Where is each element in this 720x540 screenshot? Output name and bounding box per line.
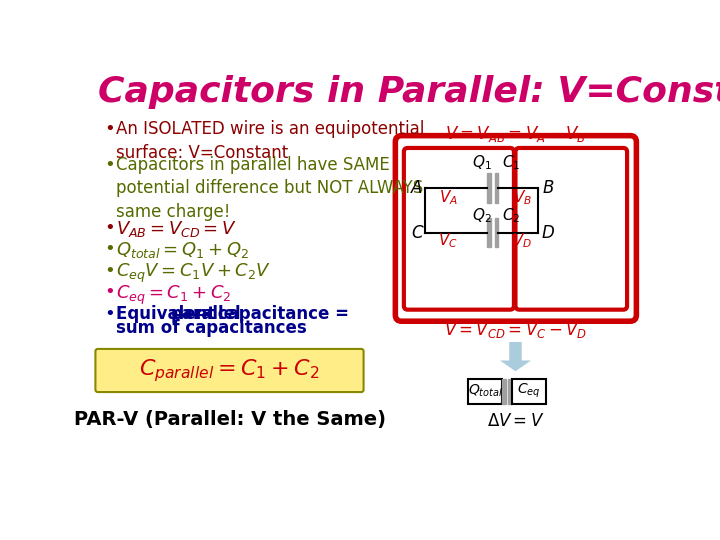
Text: $\it{V}_{AB} = \it{V}_{CD} = \it{V}$: $\it{V}_{AB} = \it{V}_{CD} = \it{V}$ xyxy=(117,219,238,239)
Text: capacitance =: capacitance = xyxy=(212,305,348,323)
FancyBboxPatch shape xyxy=(404,148,514,309)
Text: •: • xyxy=(104,120,114,138)
Bar xyxy=(512,379,546,403)
Text: •: • xyxy=(104,240,114,258)
Text: •: • xyxy=(104,262,114,280)
Bar xyxy=(495,218,498,247)
Text: •: • xyxy=(104,156,114,174)
Text: $C_{parallel} = C_1 + C_2$: $C_{parallel} = C_1 + C_2$ xyxy=(139,357,320,384)
Bar xyxy=(503,379,506,403)
Text: $\bf{\it{C}_{eq} = C_1 + C_2}$: $\bf{\it{C}_{eq} = C_1 + C_2}$ xyxy=(117,284,232,307)
Polygon shape xyxy=(500,342,531,372)
Text: $V_A$: $V_A$ xyxy=(438,188,457,207)
Text: $C_{eq}$: $C_{eq}$ xyxy=(517,382,541,401)
FancyBboxPatch shape xyxy=(516,148,627,309)
Bar xyxy=(495,173,498,202)
Text: $Q_1$: $Q_1$ xyxy=(472,153,491,172)
Text: $V_B$: $V_B$ xyxy=(513,188,532,207)
Text: $\it{C}_{eq}\it{V} = \it{C}_1\it{V} + \it{C}_2\it{V}$: $\it{C}_{eq}\it{V} = \it{C}_1\it{V} + \i… xyxy=(117,262,271,285)
Text: •: • xyxy=(104,305,114,323)
Text: •: • xyxy=(104,219,114,237)
Bar xyxy=(468,379,503,403)
Text: $C_2$: $C_2$ xyxy=(502,206,520,225)
Text: $Q_2$: $Q_2$ xyxy=(472,206,491,225)
Text: D: D xyxy=(541,224,554,242)
Text: $C_1$: $C_1$ xyxy=(502,153,520,172)
Text: An ISOLATED wire is an equipotential
surface: V=Constant: An ISOLATED wire is an equipotential sur… xyxy=(117,120,425,162)
Text: parallel: parallel xyxy=(171,305,241,323)
Text: $Q_{total}$: $Q_{total}$ xyxy=(468,383,503,400)
FancyBboxPatch shape xyxy=(96,349,364,392)
Text: Equivalent: Equivalent xyxy=(117,305,222,323)
Bar xyxy=(487,218,490,247)
Text: C: C xyxy=(411,224,423,242)
Bar xyxy=(487,173,490,202)
Text: PAR-V (Parallel: V the Same): PAR-V (Parallel: V the Same) xyxy=(73,409,385,429)
Text: $V = V_{CD} = V_C - V_D$: $V = V_{CD} = V_C - V_D$ xyxy=(444,320,587,340)
Text: $V = V_{AB} = V_A - V_B$: $V = V_{AB} = V_A - V_B$ xyxy=(445,124,586,144)
Bar xyxy=(508,379,512,403)
Text: A: A xyxy=(411,179,423,197)
Text: Capacitors in parallel have SAME
potential difference but NOT ALWAYS
same charge: Capacitors in parallel have SAME potenti… xyxy=(117,156,423,221)
Text: $\Delta V=V$: $\Delta V=V$ xyxy=(487,411,544,429)
Text: $V_C$: $V_C$ xyxy=(438,231,458,249)
Text: Capacitors in Parallel: V=Constant: Capacitors in Parallel: V=Constant xyxy=(98,75,720,109)
FancyBboxPatch shape xyxy=(395,136,636,321)
Text: $\it{Q}_{total} = \it{Q}_1 + \it{Q}_2$: $\it{Q}_{total} = \it{Q}_1 + \it{Q}_2$ xyxy=(117,240,250,260)
Text: •: • xyxy=(104,284,114,301)
Text: $V_D$: $V_D$ xyxy=(513,231,533,249)
Text: B: B xyxy=(542,179,554,197)
Text: sum of capacitances: sum of capacitances xyxy=(117,319,307,337)
